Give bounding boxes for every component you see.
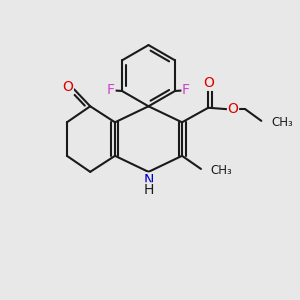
Text: CH₃: CH₃ <box>210 164 232 177</box>
Text: O: O <box>62 80 73 94</box>
Text: F: F <box>182 82 190 97</box>
Text: O: O <box>203 76 214 90</box>
Text: H: H <box>143 183 154 197</box>
Text: O: O <box>228 102 238 116</box>
Text: CH₃: CH₃ <box>272 116 293 129</box>
Text: F: F <box>107 82 115 97</box>
Text: N: N <box>143 173 154 187</box>
